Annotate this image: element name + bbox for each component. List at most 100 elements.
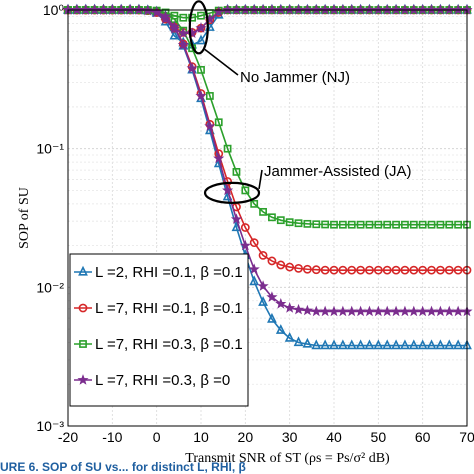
data-point <box>408 305 420 317</box>
data-point <box>356 220 365 229</box>
data-point <box>338 220 347 229</box>
data-point <box>258 296 268 306</box>
data-point <box>434 305 446 317</box>
x-tick-label: 20 <box>238 429 254 445</box>
x-tick-label: -10 <box>102 429 122 445</box>
data-point <box>444 339 455 350</box>
y-tick-label: 10⁻¹ <box>36 141 64 157</box>
data-point <box>373 339 384 350</box>
y-tick-label: 10⁻³ <box>36 418 64 434</box>
series-line <box>68 9 467 271</box>
series-3-ja <box>64 6 471 229</box>
data-point <box>179 13 188 22</box>
legend-entry: L =7, RHI =0.3, β =0 <box>74 372 230 389</box>
x-axis-label: Transmit SNR of ST (ρs = Ps/σ² dB) <box>185 451 390 466</box>
series-line <box>68 9 467 46</box>
tick-labels: -20 -10 0 10 20 30 40 50 60 70 10⁰ 10⁻¹ 10⁻² 10⁻³ <box>36 2 474 445</box>
data-point <box>294 263 303 273</box>
data-point <box>276 260 286 270</box>
data-point <box>381 305 393 317</box>
data-point <box>418 220 427 229</box>
data-point <box>453 265 463 275</box>
data-point <box>382 339 393 350</box>
legend-label: L =7, RHI =0.3, β =0.1 <box>95 336 243 353</box>
x-tick-label: 0 <box>153 429 161 445</box>
data-point <box>302 264 312 274</box>
data-point <box>320 265 330 275</box>
y-axis-label: SOP of SU <box>17 187 32 249</box>
data-point <box>285 262 295 272</box>
data-point <box>311 265 321 275</box>
data-point <box>267 312 277 323</box>
data-point <box>302 337 313 348</box>
data-point <box>195 90 207 101</box>
data-point <box>284 331 295 342</box>
x-tick-label: 50 <box>371 429 387 445</box>
nj-annotation-label: No Jammer (NJ) <box>240 69 350 86</box>
ja-annotation-label: Jammer-Assisted (JA) <box>264 163 412 180</box>
x-tick-label: -20 <box>58 429 78 445</box>
data-point <box>267 256 277 266</box>
data-point <box>347 220 356 229</box>
data-point <box>292 303 305 315</box>
data-point <box>222 184 234 196</box>
data-point <box>284 302 296 313</box>
legend-entry: L =2, RHI =0.1, β =0.1 <box>74 264 243 281</box>
data-point <box>355 339 366 350</box>
data-point <box>435 339 446 350</box>
x-tick-label: 40 <box>326 429 342 445</box>
data-point <box>373 265 383 275</box>
data-point <box>301 304 313 316</box>
data-point <box>204 120 216 132</box>
data-point <box>239 239 251 251</box>
legend-entry: L =7, RHI =0.1, β =0.1 <box>74 300 243 317</box>
data-point <box>232 167 241 176</box>
data-point <box>355 305 367 317</box>
data-point <box>427 265 436 275</box>
data-point <box>374 220 383 229</box>
data-point <box>365 265 374 275</box>
data-point <box>356 265 365 275</box>
data-point <box>444 265 454 275</box>
nj-arrow <box>204 48 239 76</box>
ja-arrow <box>258 169 263 189</box>
data-point <box>249 275 260 286</box>
data-point <box>426 339 437 350</box>
data-point <box>303 219 312 228</box>
legend-marker <box>79 340 87 348</box>
data-point <box>443 305 455 317</box>
data-point <box>195 22 207 33</box>
legend-label: L =2, RHI =0.1, β =0.1 <box>95 264 243 281</box>
legend-marker <box>78 265 88 276</box>
data-point <box>391 265 401 275</box>
data-point <box>365 220 374 229</box>
legend-entry: L =7, RHI =0.3, β =0.1 <box>74 336 243 353</box>
data-point <box>425 305 438 317</box>
series-line <box>68 9 467 226</box>
data-point <box>259 207 267 216</box>
data-point <box>400 265 410 275</box>
legend-label: L =7, RHI =0.1, β =0.1 <box>95 300 243 317</box>
data-point <box>249 238 259 248</box>
ja-ellipse <box>203 181 261 204</box>
data-point <box>409 265 419 275</box>
data-point <box>329 339 339 350</box>
data-point <box>453 339 464 350</box>
data-point <box>337 339 348 350</box>
plot-frame <box>67 9 468 427</box>
data-point <box>276 216 285 225</box>
y-tick-label: 10⁻² <box>36 279 64 295</box>
data-point <box>427 220 436 229</box>
data-point <box>169 29 180 40</box>
data-point <box>168 20 180 32</box>
legend-label: L =7, RHI =0.3, β =0 <box>95 372 230 389</box>
data-point <box>214 118 223 127</box>
data-point <box>223 144 232 153</box>
data-point <box>196 34 206 45</box>
data-point <box>400 339 410 350</box>
data-point <box>364 339 375 350</box>
data-point <box>311 339 322 350</box>
data-point <box>399 305 411 317</box>
legend-marker <box>78 303 88 313</box>
